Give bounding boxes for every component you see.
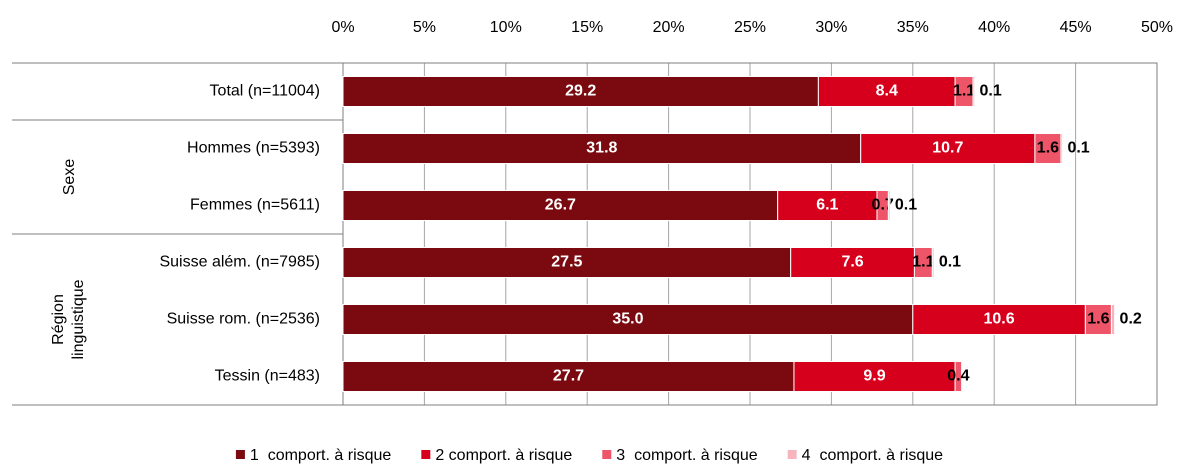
bar-segment	[1084, 304, 1112, 335]
bar-segment	[887, 190, 891, 221]
value-label: 27.7	[553, 368, 584, 385]
bar-segment	[793, 361, 956, 392]
bar-segment	[342, 304, 914, 335]
legend-swatch	[787, 450, 797, 459]
x-tick-label: 40%	[978, 19, 1010, 36]
bar-segment	[342, 190, 779, 221]
legend-label: 2 comport. à risque	[435, 447, 572, 464]
group-label: Sexe	[61, 159, 78, 196]
category-label: Hommes (n=5393)	[187, 140, 320, 157]
bar-segment	[912, 304, 1086, 335]
bar-segment	[342, 133, 862, 164]
value-label: 35.0	[612, 311, 643, 328]
value-label: 26.7	[545, 197, 576, 214]
value-label: 10.6	[984, 311, 1015, 328]
bar-segment	[860, 133, 1036, 164]
legend-label: 1 comport. à risque	[250, 447, 392, 464]
value-label: 0.2	[1120, 311, 1142, 328]
category-label: Total (n=11004)	[210, 83, 320, 100]
value-label: 27.5	[551, 254, 582, 271]
legend-swatch	[421, 450, 431, 459]
x-tick-label: 50%	[1141, 19, 1173, 36]
x-tick-label: 15%	[571, 19, 603, 36]
bar-segment	[342, 247, 792, 278]
x-tick-label: 0%	[331, 19, 354, 36]
x-tick-label: 10%	[490, 19, 522, 36]
x-tick-label: 25%	[734, 19, 766, 36]
legend-swatch	[602, 450, 612, 459]
bar-segment	[790, 247, 915, 278]
x-tick-label: 30%	[815, 19, 847, 36]
category-label: Suisse além. (n=7985)	[159, 254, 320, 271]
bar-segment	[342, 76, 819, 107]
category-label: Femmes (n=5611)	[190, 197, 320, 214]
bar-segment	[777, 190, 878, 221]
bar-segment	[972, 76, 976, 107]
value-label: 1.1	[912, 254, 934, 271]
value-label: 10.7	[932, 140, 963, 157]
value-label: 29.2	[565, 83, 596, 100]
bar-segment	[1110, 304, 1116, 335]
legend-label: 4 comport. à risque	[802, 447, 944, 464]
x-tick-label: 20%	[653, 19, 685, 36]
value-label: 8.4	[876, 83, 898, 100]
value-label: 9.9	[863, 368, 885, 385]
bar-segment	[1060, 133, 1064, 164]
value-label: 0.1	[980, 83, 1002, 100]
value-label: 0.7	[872, 197, 894, 214]
value-label: 1.6	[1087, 311, 1109, 328]
bar-segment	[954, 361, 963, 392]
x-tick-label: 35%	[897, 19, 929, 36]
category-label: Suisse rom. (n=2536)	[167, 311, 320, 328]
group-label: Région	[50, 294, 67, 345]
bar-segment	[1034, 133, 1062, 164]
value-label: 1.1	[953, 83, 975, 100]
bar-segment	[931, 247, 935, 278]
legend-label: 3 comport. à risque	[616, 447, 758, 464]
bar-segment	[342, 361, 795, 392]
value-label: 0.4	[947, 368, 969, 385]
value-label: 0.1	[1067, 140, 1089, 157]
category-label: Tessin (n=483)	[215, 368, 320, 385]
value-label: 31.8	[586, 140, 617, 157]
legend-swatch	[235, 450, 245, 459]
bar-segment	[817, 76, 956, 107]
x-tick-label: 45%	[1060, 19, 1092, 36]
group-label: linguistique	[70, 279, 87, 359]
value-label: 0.1	[895, 197, 917, 214]
x-tick-label: 5%	[413, 19, 436, 36]
value-label: 0.1	[939, 254, 961, 271]
value-label: 6.1	[816, 197, 838, 214]
legend: 1 comport. à risque 2 comport. à risque 3 …	[235, 447, 944, 464]
value-label: 7.6	[841, 254, 863, 271]
value-label: 1.6	[1037, 140, 1059, 157]
